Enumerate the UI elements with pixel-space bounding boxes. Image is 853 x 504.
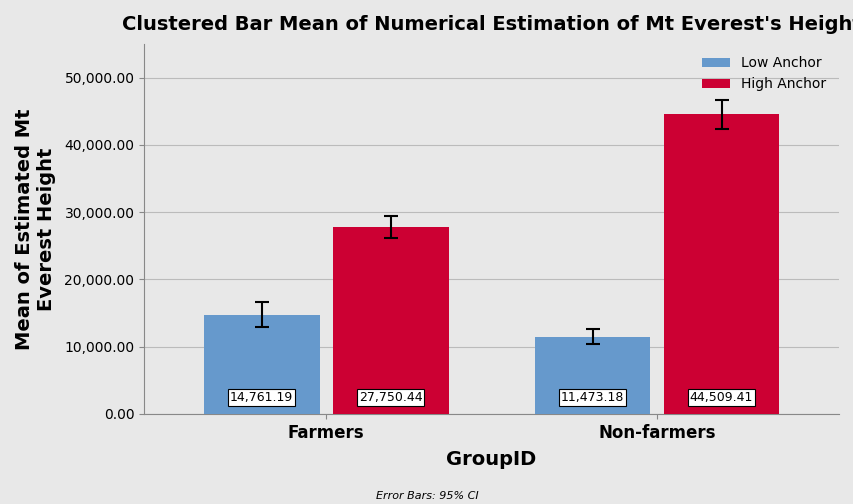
Text: 14,761.19: 14,761.19 [229,391,293,404]
Y-axis label: Mean of Estimated Mt
Everest Height: Mean of Estimated Mt Everest Height [15,108,56,350]
Bar [534,337,650,414]
Bar [204,314,319,414]
Text: 11,473.18: 11,473.18 [560,391,624,404]
Bar [663,114,779,414]
Title: Clustered Bar Mean of Numerical Estimation of Mt Everest's Height: Clustered Bar Mean of Numerical Estimati… [122,15,853,34]
Legend: Low Anchor, High Anchor: Low Anchor, High Anchor [696,51,831,97]
Text: 27,750.44: 27,750.44 [358,391,422,404]
Bar [333,227,448,414]
Text: 44,509.41: 44,509.41 [689,391,752,404]
X-axis label: GroupID: GroupID [446,450,536,469]
Text: Error Bars: 95% CI: Error Bars: 95% CI [375,491,478,501]
